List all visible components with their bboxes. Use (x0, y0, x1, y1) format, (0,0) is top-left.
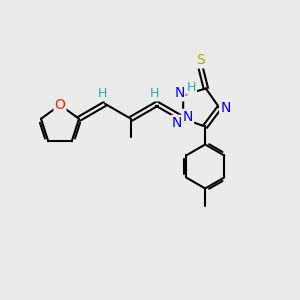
Text: O: O (55, 98, 65, 112)
Text: N: N (220, 101, 230, 115)
Text: H: H (187, 81, 196, 94)
Text: S: S (196, 53, 205, 68)
Text: N: N (172, 116, 182, 130)
Text: N: N (183, 110, 193, 124)
Text: H: H (97, 87, 107, 100)
Text: H: H (149, 87, 159, 100)
Text: N: N (174, 86, 184, 100)
